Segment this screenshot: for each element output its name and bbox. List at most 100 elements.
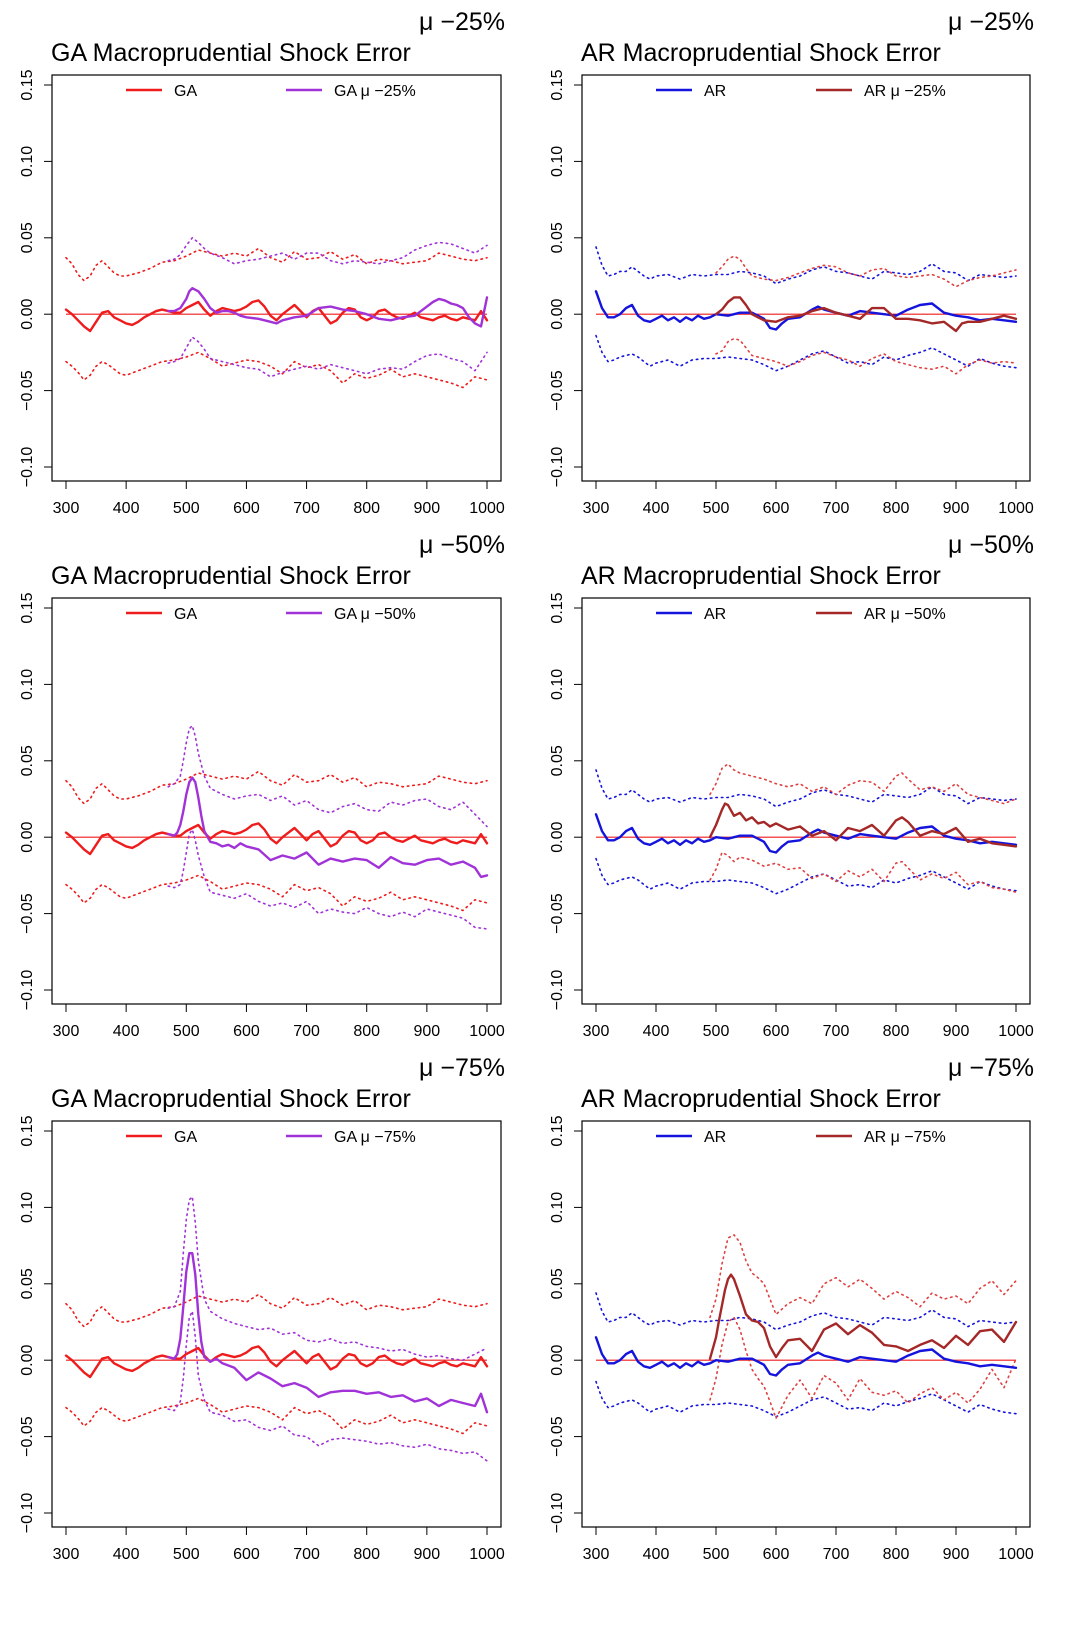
x-tick-label: 300: [53, 1546, 80, 1563]
legend-label: GA: [174, 1129, 197, 1146]
legend-label: AR μ −75%: [864, 1129, 946, 1146]
legend-label: AR: [704, 606, 726, 623]
series-line-ar-mu-minus75pct: [708, 1273, 1018, 1360]
x-tick-label: 900: [943, 1546, 970, 1563]
x-tick-label: 1000: [469, 1546, 505, 1563]
x-tick-label: 400: [643, 500, 670, 517]
y-tick-label: −0.10: [19, 970, 36, 1011]
y-tick-label: 0.00: [19, 299, 36, 330]
x-tick-label: 600: [233, 1546, 260, 1563]
panel-subtitle: μ −75%: [948, 1054, 1034, 1082]
x-tick-label: 500: [173, 500, 200, 517]
chart-panel: μ −25%AR Macroprudential Shock Error 300 4…: [549, 8, 1034, 517]
x-tick-label: 900: [414, 500, 441, 517]
plot-frame: [51, 1120, 502, 1528]
y-tick-label: −0.05: [19, 1416, 36, 1457]
x-tick-label: 800: [353, 1023, 380, 1040]
y-tick-label: 0.10: [549, 669, 566, 700]
x-tick-label: 700: [823, 1023, 850, 1040]
y-tick-label: 0.05: [19, 1268, 36, 1299]
series-line-ga-mu-minus75pct: [166, 1251, 489, 1414]
y-tick-label: −0.10: [19, 1493, 36, 1534]
x-tick-label: 500: [703, 1023, 730, 1040]
confidence-band-line: [595, 246, 1017, 285]
x-tick-label: 400: [113, 1023, 140, 1040]
series-line-ga: [64, 1345, 489, 1379]
y-tick-label: −0.05: [549, 370, 566, 411]
series-line-ga: [64, 299, 489, 333]
panel-subtitle: μ −25%: [419, 8, 505, 36]
y-tick-label: 0.15: [549, 1115, 566, 1146]
series-line-ga-mu-minus50pct: [166, 776, 489, 879]
confidence-band-line: [65, 247, 488, 282]
legend-label: AR μ −50%: [864, 606, 946, 623]
series-line-ar-mu-minus50pct: [708, 802, 1018, 848]
x-tick-label: 600: [763, 1023, 790, 1040]
y-tick-label: −0.05: [549, 1416, 566, 1457]
x-tick-label: 400: [643, 1546, 670, 1563]
x-tick-label: 400: [643, 1023, 670, 1040]
x-tick-label: 300: [53, 1023, 80, 1040]
x-tick-label: 700: [823, 1546, 850, 1563]
x-tick-label: 300: [583, 1023, 610, 1040]
x-tick-label: 800: [883, 500, 910, 517]
legend-label: AR μ −25%: [864, 83, 946, 100]
y-tick-label: 0.15: [19, 69, 36, 100]
panel-title: AR Macroprudential Shock Error: [581, 1085, 941, 1113]
plot-frame: [51, 74, 502, 482]
series-line-ar: [594, 290, 1018, 331]
legend-label: GA μ −25%: [334, 83, 416, 100]
x-tick-label: 1000: [998, 1546, 1034, 1563]
chart-panel: μ −75% GA Macroprudential Shock Error 300 4…: [19, 1054, 505, 1563]
x-tick-label: 300: [583, 1546, 610, 1563]
confidence-band-line: [709, 1316, 1017, 1420]
confidence-band-line: [595, 334, 1017, 372]
y-tick-label: 0.00: [549, 299, 566, 330]
series-line-ar: [594, 813, 1018, 854]
y-tick-label: −0.05: [19, 893, 36, 934]
x-tick-label: 400: [113, 500, 140, 517]
series-line-ar-mu-minus25pct: [714, 296, 1018, 333]
x-tick-label: 1000: [998, 1023, 1034, 1040]
y-tick-label: 0.10: [19, 669, 36, 700]
x-tick-label: 500: [703, 1546, 730, 1563]
legend-label: AR: [704, 1129, 726, 1146]
confidence-band-line: [709, 1234, 1017, 1319]
x-tick-label: 600: [233, 1023, 260, 1040]
x-tick-label: 800: [883, 1023, 910, 1040]
x-tick-label: 600: [763, 1546, 790, 1563]
x-tick-label: 800: [353, 500, 380, 517]
y-tick-label: −0.05: [549, 893, 566, 934]
confidence-band-line: [167, 724, 488, 828]
y-tick-label: −0.10: [549, 970, 566, 1011]
y-tick-label: 0.10: [549, 1192, 566, 1223]
x-tick-label: 700: [293, 1546, 320, 1563]
legend-label: GA: [174, 83, 197, 100]
y-tick-label: 0.10: [549, 146, 566, 177]
x-tick-label: 300: [53, 500, 80, 517]
panel-title: GA Macroprudential Shock Error: [51, 39, 411, 67]
panel-title: AR Macroprudential Shock Error: [581, 39, 941, 67]
y-tick-label: −0.10: [549, 447, 566, 488]
panel-title: GA Macroprudential Shock Error: [51, 1085, 411, 1113]
chart-panel: μ −25% GA Macroprudential Shock Error 300 4…: [19, 8, 505, 517]
y-tick-label: 0.15: [19, 592, 36, 623]
confidence-band-line: [167, 336, 488, 378]
confidence-band-line: [65, 1397, 488, 1435]
x-tick-label: 900: [943, 500, 970, 517]
y-tick-label: 0.00: [549, 1345, 566, 1376]
confidence-band-line: [595, 1380, 1017, 1418]
confidence-band-line: [709, 851, 1017, 894]
panel-title: AR Macroprudential Shock Error: [581, 562, 941, 590]
y-tick-label: 0.15: [549, 592, 566, 623]
x-tick-label: 900: [943, 1023, 970, 1040]
x-tick-label: 600: [233, 500, 260, 517]
x-tick-label: 300: [583, 500, 610, 517]
confidence-band-line: [65, 770, 488, 805]
confidence-band-line: [167, 828, 488, 930]
chart-panel: μ −50%AR Macroprudential Shock Error 300 4…: [549, 531, 1034, 1040]
x-tick-label: 400: [113, 1546, 140, 1563]
y-tick-label: 0.00: [19, 822, 36, 853]
chart-panel: μ −50% GA Macroprudential Shock Error 300 4…: [19, 531, 505, 1040]
